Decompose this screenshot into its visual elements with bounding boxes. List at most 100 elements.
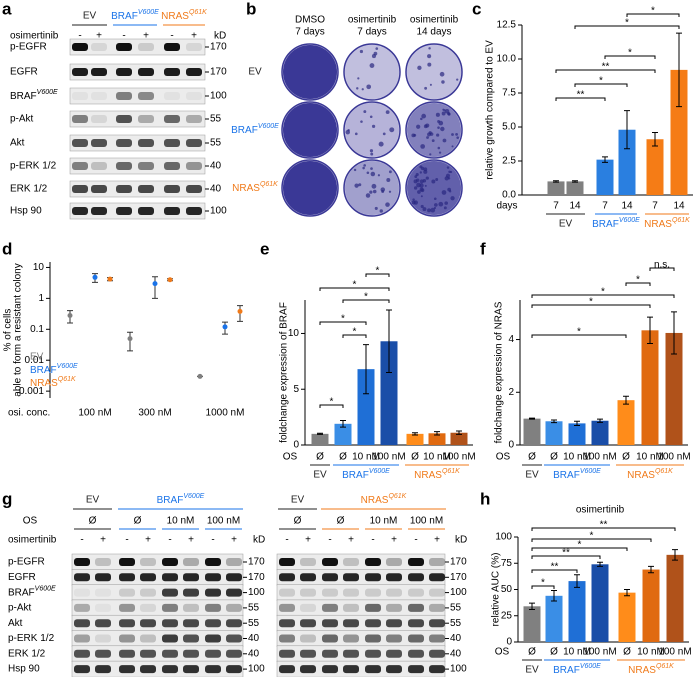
significance-label: *	[541, 578, 545, 589]
colony-dot	[442, 138, 447, 143]
blot-band	[138, 92, 154, 100]
significance-label: *	[599, 76, 603, 87]
colony-dot	[422, 207, 427, 212]
x-tick-label: 14	[621, 201, 633, 212]
row-label: p-ERK 1/2	[10, 161, 57, 172]
unit-label: kD	[253, 535, 265, 546]
colony-dot	[456, 136, 460, 139]
blot-band	[226, 573, 242, 582]
x-tick-label: Ø	[411, 452, 419, 463]
error-bar	[597, 418, 603, 423]
colonies	[283, 161, 337, 215]
group-label: NRASQ61K	[628, 663, 674, 675]
dose-label: 100 nM	[207, 516, 240, 527]
blot-band	[343, 558, 359, 566]
blot-band	[279, 619, 295, 628]
x-tick-label: Ø	[528, 452, 536, 463]
colony-dot	[374, 206, 378, 210]
blot-band	[408, 649, 424, 658]
group-label-sup: V600E	[369, 468, 390, 475]
colony-dot	[379, 209, 383, 213]
x-tick-label: 14	[569, 201, 581, 212]
blot-band	[429, 558, 445, 566]
colony-dot	[386, 177, 391, 182]
plate	[343, 101, 401, 159]
colony-dot	[380, 187, 386, 192]
y-tick-label: 0	[506, 637, 512, 648]
dose-label: Ø	[134, 516, 142, 527]
blot-band	[95, 634, 111, 643]
significance-label: *	[353, 327, 357, 338]
dose-label: Ø	[337, 516, 345, 527]
blot-band	[138, 207, 154, 215]
group-label: EV	[83, 11, 97, 22]
y-tick-label: 7.5	[502, 88, 516, 99]
colony-dot	[365, 193, 371, 198]
size-marker: 100	[248, 664, 265, 675]
error-bar	[386, 309, 392, 373]
significance-bracket	[531, 538, 652, 542]
group-label: BRAFV600E	[553, 663, 601, 675]
size-marker: 40	[450, 633, 462, 644]
x-tick-label: 1000 nM	[206, 408, 245, 419]
error-bar	[529, 417, 535, 420]
group-label: BRAFV600E	[592, 217, 640, 229]
colony-dot	[435, 178, 439, 181]
lane-sign: -	[80, 535, 83, 546]
significance-label: *	[578, 540, 582, 551]
colony-dot	[427, 62, 432, 67]
blot-band	[95, 619, 111, 628]
blot-band	[162, 619, 178, 628]
x-tick-label: 100 nM	[658, 647, 691, 658]
y-tick-label: 0.0	[502, 190, 516, 201]
y-tick-label: 1	[38, 293, 44, 304]
dose-label: Ø	[294, 516, 302, 527]
treatment-label: osimertinib	[8, 535, 57, 546]
lane-sign: -	[285, 535, 288, 546]
significance-label: *	[601, 287, 605, 298]
significance-bracket	[319, 287, 390, 291]
colonies	[407, 103, 461, 157]
blot-band	[429, 573, 445, 582]
error-bar	[412, 432, 418, 436]
colony-dot	[388, 170, 392, 174]
bar	[545, 421, 563, 445]
colony-dot	[371, 183, 377, 189]
blot-band	[138, 185, 154, 193]
row-label-sup: V600E	[37, 89, 58, 96]
colony-dot	[362, 166, 365, 170]
lane-sign: +	[305, 535, 311, 546]
column-header: 14 days	[416, 27, 451, 38]
colony-dot	[369, 149, 374, 153]
panel-letter: d	[2, 239, 12, 258]
blot-band	[74, 588, 90, 597]
blot-band	[116, 139, 132, 147]
blot-strip	[69, 87, 206, 105]
blot-band	[322, 634, 338, 643]
blot-band	[119, 573, 135, 582]
blot-band	[72, 68, 88, 76]
blot-band	[279, 665, 295, 674]
colony-dot	[369, 190, 373, 194]
point	[107, 276, 113, 282]
row-label-sup: V600E	[35, 586, 56, 593]
colony-dot	[417, 65, 422, 70]
colony-dot	[385, 202, 390, 207]
bar	[334, 423, 352, 445]
x-tick-label: 100 nM	[583, 647, 616, 658]
point	[197, 373, 203, 379]
colony-dot	[437, 146, 441, 150]
colony-dot	[353, 168, 357, 172]
size-marker: 170	[248, 572, 265, 583]
significance-label: n.s.	[654, 260, 670, 271]
row-label: OS	[283, 452, 298, 463]
size-marker: 170	[210, 67, 227, 78]
blot-band	[343, 603, 359, 612]
colony-dot	[356, 87, 359, 90]
x-tick-label: 10 nM	[636, 452, 664, 463]
blot-strip	[69, 63, 206, 81]
row-label: BRAFV600E	[8, 586, 56, 598]
blot-band	[140, 665, 156, 674]
error-bar	[574, 574, 580, 588]
